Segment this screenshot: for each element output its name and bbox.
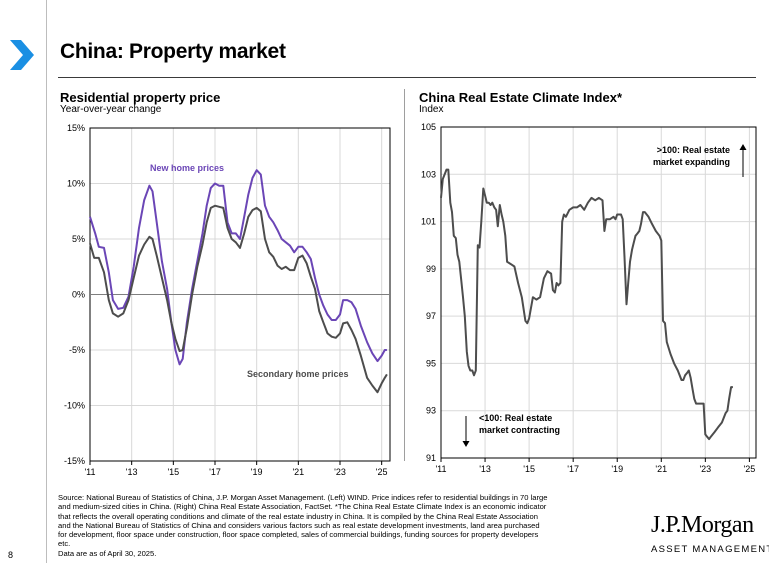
y-tick-label: 95 — [426, 358, 436, 368]
down-arrow-icon — [462, 441, 470, 447]
y-tick-label: 5% — [72, 234, 85, 244]
y-tick-label: 101 — [421, 217, 436, 227]
y-tick-label: 105 — [421, 122, 436, 132]
y-tick-label: 97 — [426, 311, 436, 321]
y-tick-label: -5% — [69, 345, 85, 355]
x-tick-label: '25 — [376, 467, 388, 477]
y-tick-label: 93 — [426, 406, 436, 416]
x-tick-label: '17 — [567, 464, 579, 474]
footnote-line: Source: National Bureau of Statistics of… — [58, 493, 548, 502]
chevron-right-icon — [10, 40, 34, 70]
contracting-note: market contracting — [479, 425, 560, 435]
contracting-note: <100: Real estate — [479, 413, 552, 423]
page-number: 8 — [8, 550, 14, 560]
footnote-line: that reflects the overall operating cond… — [58, 511, 538, 521]
charts-divider — [404, 89, 405, 461]
x-tick-label: '17 — [209, 467, 221, 477]
left-chart-subtitle: Year-over-year change — [60, 104, 162, 115]
series-line-china-real-estate-climate-index — [440, 168, 733, 441]
x-tick-label: '13 — [479, 464, 491, 474]
brand-logo: J.P.Morgan — [651, 512, 754, 538]
up-arrow-icon — [739, 144, 747, 150]
x-tick-label: '15 — [167, 467, 179, 477]
y-tick-label: 103 — [421, 169, 436, 179]
brand-logo-subtitle: ASSET MANAGEMENT — [651, 544, 769, 555]
expanding-note: >100: Real estate — [657, 145, 730, 155]
footnote: Source: National Bureau of Statistics of… — [58, 493, 638, 558]
new-home-prices-label: New home prices — [150, 163, 224, 173]
y-tick-label: 0% — [72, 290, 85, 300]
footnote-line: etc. — [58, 539, 71, 549]
x-tick-label: '11 — [84, 467, 95, 477]
y-tick-label: 91 — [426, 453, 436, 463]
footnote-line: Data are as of April 30, 2025. — [58, 548, 157, 558]
series-line-new-home-prices — [89, 169, 387, 366]
x-tick-label: '25 — [744, 464, 756, 474]
x-tick-label: '15 — [523, 464, 535, 474]
expanding-note: market expanding — [653, 157, 730, 167]
footnote-line: and the National Bureau of Statistics of… — [58, 520, 540, 530]
left-divider — [46, 0, 47, 563]
y-tick-label: -10% — [64, 401, 85, 411]
x-tick-label: '13 — [126, 467, 138, 477]
footnote-line: and medium-sized cities in China. (Right… — [58, 502, 547, 512]
x-tick-label: '11 — [435, 464, 446, 474]
y-tick-label: 10% — [67, 179, 85, 189]
x-tick-label: '21 — [292, 467, 304, 477]
x-tick-label: '21 — [655, 464, 667, 474]
footnote-line: for development, floor space under const… — [58, 530, 539, 540]
secondary-home-prices-label: Secondary home prices — [247, 369, 349, 379]
x-tick-label: '19 — [611, 464, 623, 474]
y-tick-label: 15% — [67, 123, 85, 133]
right-chart-title: China Real Estate Climate Index* — [419, 90, 623, 105]
x-tick-label: '23 — [334, 467, 346, 477]
right-chart-subtitle: Index — [419, 104, 444, 115]
series-line-secondary-home-prices — [89, 204, 388, 394]
left-chart-title: Residential property price — [60, 90, 221, 105]
plot-frame — [440, 126, 757, 459]
page-title: China: Property market — [60, 40, 286, 63]
title-rule — [58, 77, 756, 78]
x-tick-label: '19 — [251, 467, 263, 477]
y-tick-label: -15% — [64, 456, 85, 466]
y-tick-label: 99 — [426, 264, 436, 274]
x-tick-label: '23 — [699, 464, 711, 474]
